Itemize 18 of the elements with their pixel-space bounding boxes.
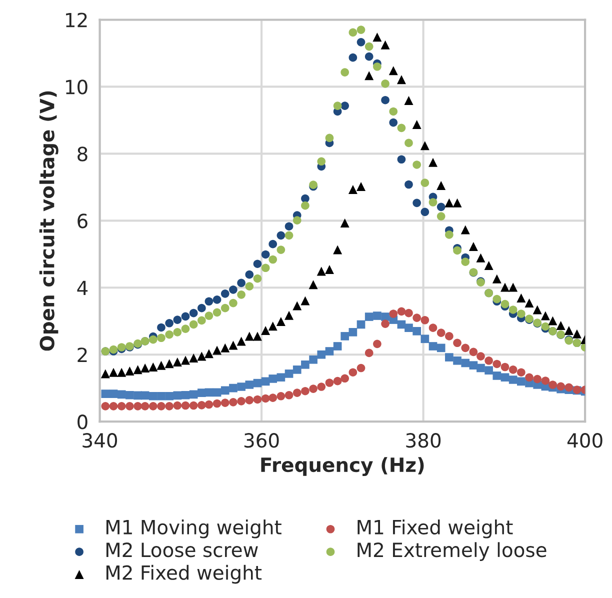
y-tick-label: 4 xyxy=(77,280,88,296)
y-tick-label: 8 xyxy=(78,146,88,162)
x-axis-title: Frequency (Hz) xyxy=(261,457,424,476)
x-tick-label: 400 xyxy=(567,433,602,448)
y-tick-label: 2 xyxy=(78,348,87,362)
x-tick-label: 360 xyxy=(244,433,279,448)
y-tick-label: 12 xyxy=(66,12,87,28)
legend-label: M2 Fixed weight xyxy=(106,564,262,584)
x-tick-label: 340 xyxy=(82,433,118,448)
legend-label: M2 Loose screw xyxy=(106,542,258,558)
legend-label: M1 Moving weight xyxy=(106,519,282,538)
y-tick-label: 0 xyxy=(78,414,88,430)
legend-label: M2 Extremely loose xyxy=(358,542,546,561)
legend-label: M1 Fixed weight xyxy=(358,519,513,538)
y-tick-label: 10 xyxy=(66,80,88,94)
y-axis-title: Open circuit voltage (V) xyxy=(39,91,58,351)
x-tick-label: 380 xyxy=(406,433,441,448)
y-tick-label: 6 xyxy=(78,214,88,228)
